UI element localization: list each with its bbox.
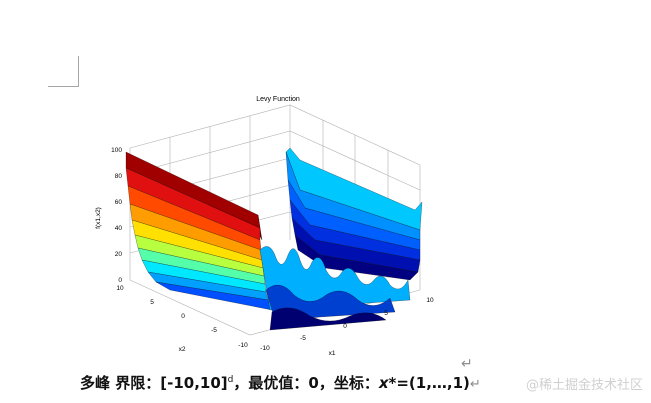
- x1-axis-label: x1: [329, 350, 336, 357]
- caption-coordinates: *=(1,…,1): [388, 374, 470, 392]
- x2-tick: 10: [116, 285, 124, 292]
- x1-axis: -10 -5 0 5 10: [260, 297, 434, 352]
- z-tick: 40: [115, 225, 123, 232]
- x2-tick: 5: [150, 299, 154, 306]
- x1-tick: -5: [300, 335, 306, 342]
- x1-tick: 10: [426, 297, 434, 304]
- z-tick: 20: [115, 251, 123, 258]
- x2-tick: -5: [211, 327, 217, 334]
- watermark: @稀土掘金技术社区: [525, 378, 643, 393]
- levy-surface-plot: Levy Function: [95, 96, 434, 357]
- z-axis: 100 80 60 40 20 0: [111, 147, 122, 284]
- z-tick: 80: [115, 173, 123, 180]
- z-tick: 100: [111, 147, 122, 154]
- page-corner-mark: [48, 56, 79, 87]
- caption-line: 多峰 界限：[-10,10]d，最优值：0，坐标：x*=(1,…,1)↵: [80, 372, 481, 393]
- plot-title: Levy Function: [256, 96, 300, 103]
- x2-tick: -10: [238, 342, 248, 349]
- x2-axis-label: x2: [179, 346, 186, 353]
- x2-axis: 10 5 0 -5 -10: [116, 285, 248, 349]
- x1-tick: -10: [260, 345, 270, 352]
- caption-optimum: ，最优值：0，坐标：: [233, 374, 379, 392]
- x1-tick: 5: [384, 310, 388, 317]
- surface-valley: [259, 246, 411, 331]
- caption-multimodal: 多峰: [80, 374, 111, 392]
- surface-left-ridge: [125, 151, 273, 311]
- caption-bounds-sup: d: [227, 375, 234, 385]
- paragraph-mark: ↵: [461, 355, 473, 371]
- caption-bounds-label: 界限：: [115, 374, 161, 392]
- z-tick: 60: [115, 199, 123, 206]
- caption-xstar: x: [378, 374, 389, 392]
- x1-tick: 0: [343, 323, 347, 330]
- surface-right-ridge: [285, 147, 423, 281]
- caption-bounds: [-10,10]: [160, 374, 228, 392]
- x2-tick: 0: [181, 313, 185, 320]
- z-tick: 0: [118, 277, 122, 284]
- z-axis-label: f(x1,x2): [95, 207, 102, 229]
- paragraph-mark: ↵: [469, 377, 481, 392]
